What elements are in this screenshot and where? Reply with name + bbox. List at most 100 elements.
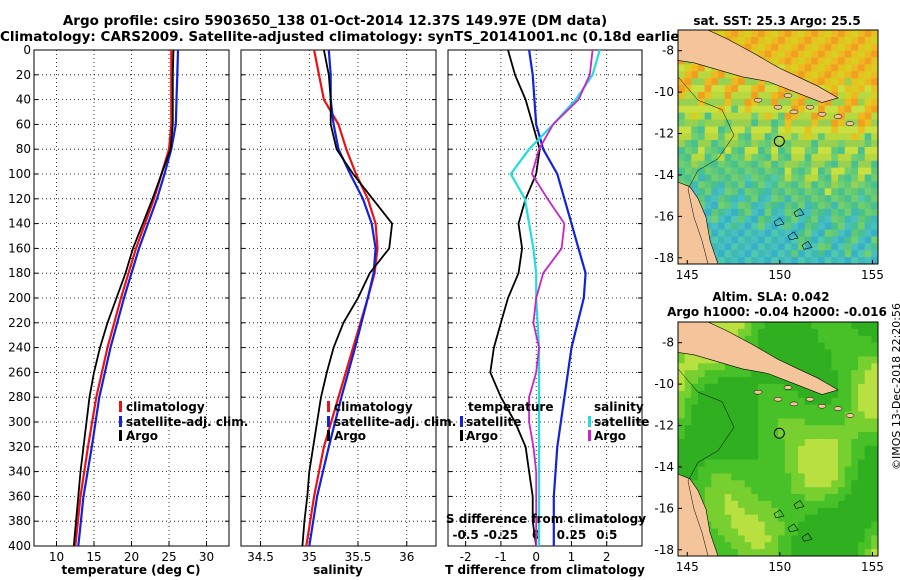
map-cell-sla [778,439,786,447]
panel-sal: 34.5 35 35.5 36 [240,49,437,564]
map-cell-sst [871,222,878,231]
map-cell-sst [831,215,839,224]
map-cell-sla [698,473,706,481]
map-cell-sst [858,119,866,127]
island-sla-6 [845,413,855,418]
map-cell-sla [718,445,726,454]
map-cell-sla [811,514,819,523]
map-cell-sla [764,466,772,474]
map-cell-sla [691,439,699,447]
map-cell-sst [711,91,719,100]
map-cell-sla [871,335,878,344]
map-cell-sla [851,322,859,330]
map-cell-sst [724,85,732,93]
map-cell-sst [818,71,826,79]
map-cell-sst [738,85,746,93]
map-cell-sst [744,43,752,52]
reef-sla-0 [773,509,785,519]
map-cell-sla [858,528,866,536]
map-cell-sla [864,507,872,516]
map-cell-sla [771,452,779,461]
map-cell-sla [778,459,786,468]
map-cell-sst [824,257,832,264]
map-cell-sst [784,215,792,224]
map-cell-sla [738,377,746,385]
map-cell-sla [838,383,846,392]
map-cell-sst [678,78,686,86]
map-cell-sst [804,36,812,45]
map-cell-sst [804,140,812,148]
map-cell-sst [678,153,686,162]
map-cell-sla [738,521,746,530]
map-cell-sst [698,160,706,169]
map-cell-sst [738,208,746,217]
map-cell-sla [724,383,732,392]
series-line-diff-0 [528,50,587,546]
map-cell-sla [851,383,859,392]
map-cell-sla [791,528,799,536]
map-cell-sla [838,439,846,447]
map-cell-sst [864,71,872,79]
map-cell-sst [871,64,878,72]
map-cell-sst [764,119,772,127]
map-cell-sla [758,507,766,516]
map-cell-sst [731,215,739,224]
tick-label-x2-3: 0.25 [557,528,587,542]
map-cell-sst [831,222,839,231]
map-cell-sla [844,370,852,378]
map-cell-sla [678,445,686,454]
map-cell-sla [778,445,786,454]
map-cell-sla [871,494,878,502]
map-cell-sla [831,521,839,530]
map-cell-sla [738,459,746,468]
map-cell-sla [818,418,826,426]
map-cell-sla [758,452,766,461]
map-cell-sla [764,480,772,488]
map-cell-sla [731,507,739,516]
map-cell-sla [824,535,832,543]
map-cell-sst [771,91,779,100]
map-cell-sla [824,542,832,550]
map-cell-sla [791,466,799,474]
map-cell-sst [724,30,732,38]
map-cell-sst [824,50,832,59]
map-cell-sla [691,404,699,413]
map-cell-sst [804,181,812,189]
map-cell-sla [751,507,759,516]
map-cell-sst [744,30,752,38]
map-cell-sla [798,397,806,406]
map-cell-sst [838,98,846,107]
map-cell-sla [864,377,872,385]
map-cell-sla [751,459,759,468]
map-cell-sla [684,452,692,461]
map-cell-sla [818,521,826,530]
map-cell-sst [758,250,766,258]
map-cell-sst [691,133,699,141]
map-cell-sst [858,85,866,93]
map-cell-sla [838,494,846,502]
map-cell-sst [691,64,699,72]
map-cell-sst [771,222,779,231]
map-cell-sla [718,473,726,481]
map-cell-sla [738,514,746,523]
map-cell-sst [691,174,699,182]
map-cell-sst [718,215,726,224]
map-cell-sst [751,215,759,224]
map-cell-sst [798,188,806,196]
map-cell-sst [718,167,726,176]
map-cell-sst [718,112,726,121]
map-lat-label-sla-2: -12 [654,419,674,433]
map-cell-sst [864,195,872,203]
map-cell-sla [858,521,866,530]
map-cell-sla [704,370,712,378]
tick-label-y-8: 160 [8,241,31,255]
land-new-guinea-sla [678,322,839,395]
map-cell-sla [818,397,826,406]
map-cell-sst [831,43,839,52]
map-cell-sst [724,257,732,264]
map-cell-sst [771,30,779,38]
map-cell-sst [851,229,859,238]
map-cell-sst [731,91,739,100]
legend-c-sal-argo-mark [588,430,591,441]
map-cell-sst [858,64,866,72]
